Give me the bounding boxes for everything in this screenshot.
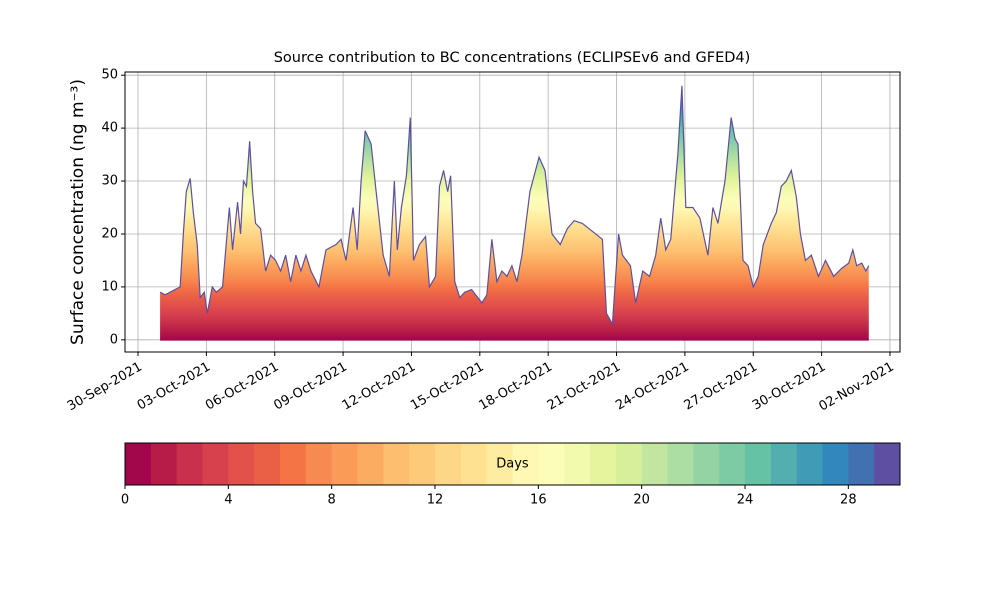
x-tick-label: 24-Oct-2021 (613, 360, 691, 414)
y-tick-label: 50 (101, 68, 118, 83)
colorbar-tick-label: 8 (328, 493, 336, 508)
colorbar-cell (538, 443, 565, 485)
x-tick-label: 18-Oct-2021 (477, 360, 555, 414)
colorbar-cell (357, 443, 384, 485)
x-tick-label: 21-Oct-2021 (545, 360, 623, 414)
x-tick-label: 12-Oct-2021 (340, 360, 418, 414)
colorbar-cell (150, 443, 178, 485)
colorbar-label: Days (496, 457, 529, 472)
colorbar-cell (254, 443, 281, 485)
y-tick-label: 40 (101, 121, 118, 136)
colorbar-cell (202, 443, 229, 485)
x-tick-label: 30-Sep-2021 (65, 360, 145, 415)
y-tick-label: 10 (101, 279, 118, 294)
colorbar-tick-label: 0 (121, 493, 129, 508)
colorbar-cell (435, 443, 462, 485)
colorbar-cell (615, 443, 643, 485)
x-tick-label: 03-Oct-2021 (135, 360, 213, 414)
colorbar-cell (228, 443, 255, 485)
colorbar-cell (409, 443, 436, 485)
colorbar-tick-label: 12 (427, 493, 444, 508)
colorbar-cell (280, 443, 307, 485)
colorbar-cell (745, 443, 772, 485)
y-axis-label: Surface concentration (ng m⁻³) (68, 79, 88, 345)
colorbar-tick-label: 28 (840, 493, 857, 508)
colorbar-cell (486, 443, 513, 485)
x-tick-label: 06-Oct-2021 (203, 360, 281, 414)
colorbar-tick-label: 24 (737, 493, 754, 508)
colorbar-cell (796, 443, 823, 485)
area (160, 85, 869, 340)
colorbar-cell (460, 443, 488, 485)
x-tick-label: 15-Oct-2021 (408, 360, 486, 414)
colorbar-cell (176, 443, 203, 485)
x-tick-label: 30-Oct-2021 (750, 360, 828, 414)
colorbar-cell (331, 443, 358, 485)
colorbar-cell (667, 443, 694, 485)
colorbar-cell (590, 443, 617, 485)
colorbar-cell (848, 443, 875, 485)
colorbar-cell (383, 443, 410, 485)
x-tick-label: 27-Oct-2021 (682, 360, 760, 414)
colorbar-cell (770, 443, 798, 485)
colorbar-cell (564, 443, 591, 485)
colorbar-cell (641, 443, 668, 485)
colorbar-cell (305, 443, 333, 485)
colorbar-cell (874, 443, 901, 485)
colorbar-tick-label: 16 (530, 493, 547, 508)
plot-frame (124, 71, 901, 353)
colorbar-cell (512, 443, 539, 485)
colorbar-tick-label: 4 (224, 493, 232, 508)
colorbar-tick-label: 20 (633, 493, 650, 508)
colorbar-cell (125, 443, 152, 485)
area-top-line (159, 85, 870, 326)
x-tick-label: 02-Nov-2021 (816, 360, 896, 415)
colorbar-cell (822, 443, 849, 485)
colorbar-frame (124, 442, 901, 486)
y-tick-label: 0 (110, 332, 118, 347)
colorbar-cell (693, 443, 720, 485)
chart-title: Source contribution to BC concentrations… (274, 50, 751, 66)
colorbar-cell (719, 443, 746, 485)
y-tick-label: 20 (101, 226, 118, 241)
x-tick-label: 09-Oct-2021 (271, 360, 349, 414)
y-tick-label: 30 (101, 174, 118, 189)
